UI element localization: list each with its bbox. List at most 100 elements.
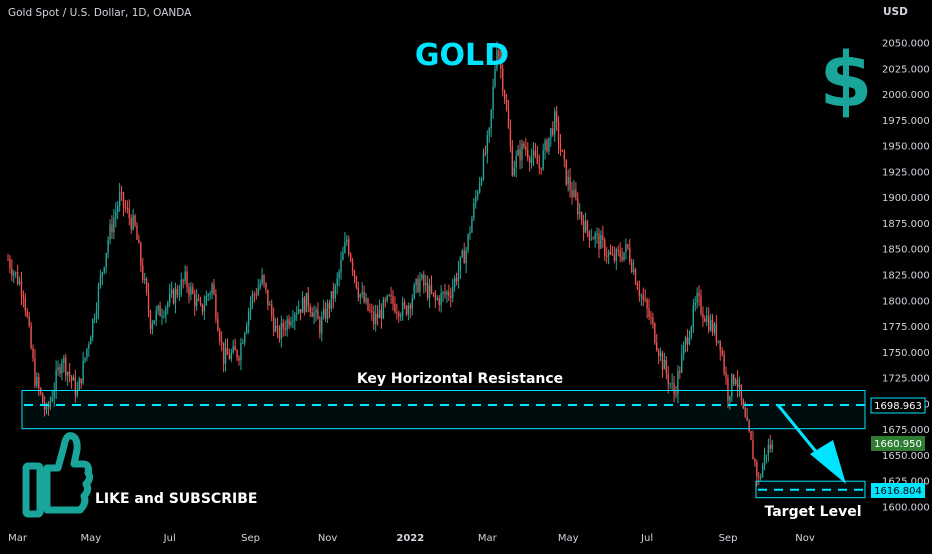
candle-body: [172, 289, 175, 304]
candle-body: [220, 341, 223, 343]
candle-body: [307, 292, 309, 306]
candle-body: [86, 348, 88, 358]
candle-body: [284, 328, 286, 331]
candle-body: [136, 225, 138, 240]
candle-body: [471, 218, 473, 233]
candle-body: [359, 294, 361, 298]
candle-body: [629, 247, 631, 263]
candle-body: [311, 312, 313, 317]
x-tick-label: Jul: [163, 533, 176, 544]
candle-body: [145, 279, 148, 292]
candle-body: [9, 259, 11, 269]
candle-body: [763, 454, 766, 466]
candle-body: [178, 294, 181, 296]
candle-body: [294, 314, 296, 321]
candle-body: [527, 150, 529, 158]
candle-body: [607, 252, 610, 257]
candle-body: [319, 319, 321, 334]
candle-body: [444, 292, 446, 295]
candle-body: [477, 192, 479, 197]
y-tick-label: 2050.000: [882, 39, 930, 50]
candle-body: [236, 350, 238, 358]
candle-body: [484, 153, 487, 154]
candle-body: [465, 249, 467, 264]
candle-body: [301, 297, 304, 313]
candle-body: [577, 198, 579, 215]
candle-body: [625, 244, 627, 253]
candle-body: [323, 308, 325, 318]
candle-body: [357, 287, 360, 298]
candle-body: [509, 128, 512, 147]
candle-body: [65, 357, 67, 376]
x-tick-label: May: [558, 533, 579, 544]
candle-body: [378, 309, 381, 319]
candle-body: [600, 235, 602, 249]
candle-body: [565, 159, 567, 185]
candle-body: [519, 149, 521, 161]
candle-body: [440, 293, 442, 305]
candle-body: [309, 305, 311, 313]
candle-body: [124, 206, 127, 209]
dollar-sign-icon: $: [820, 35, 873, 124]
candle-body: [631, 262, 633, 272]
candle-body: [463, 250, 465, 264]
candle-body: [453, 277, 456, 288]
candle-body: [194, 293, 196, 307]
candle-body: [43, 403, 46, 410]
candle-body: [321, 317, 323, 334]
candle-body: [657, 350, 660, 357]
candle-body: [706, 315, 708, 322]
x-tick-label: Nov: [318, 533, 338, 544]
candle-body: [394, 303, 396, 313]
candle-body: [596, 233, 598, 235]
candle-body: [644, 299, 646, 301]
candle-body: [486, 135, 489, 154]
y-tick-label: 1650.000: [882, 451, 930, 462]
candle-body: [667, 373, 669, 384]
time-axis[interactable]: Mar May Jul Sep Nov 2022 Mar May Jul Sep Nov: [8, 533, 815, 544]
candle-body: [771, 444, 773, 449]
y-tick-label: 2000.000: [882, 90, 930, 101]
candle-body: [532, 150, 535, 157]
candle-body: [756, 461, 758, 477]
candle-body: [15, 272, 17, 274]
candle-body: [203, 305, 206, 312]
price-label-target-text: 1616.804: [874, 486, 922, 497]
candle-body: [117, 206, 119, 213]
candle-body: [199, 300, 202, 304]
candle-body: [93, 318, 96, 320]
candle-body: [32, 348, 34, 359]
candle-body: [563, 151, 566, 160]
candle-body: [63, 357, 65, 363]
candle-body: [386, 295, 388, 301]
candle-body: [557, 122, 560, 144]
candle-body: [328, 303, 331, 309]
resistance-zone: [21, 390, 866, 430]
candle-body: [369, 310, 371, 312]
candle-body: [186, 271, 188, 288]
candle-body: [615, 249, 617, 261]
candle-body: [480, 179, 483, 184]
candle-body: [659, 352, 662, 357]
candle-body: [534, 150, 537, 156]
y-tick-label: 1750.000: [882, 348, 930, 359]
candle-body: [355, 276, 358, 288]
candle-body: [546, 140, 548, 152]
candle-body: [675, 394, 677, 395]
y-tick-label: 1600.000: [882, 503, 930, 514]
candle-body: [390, 295, 392, 297]
candle-body: [709, 319, 712, 331]
candle-body: [540, 167, 542, 169]
candle-body: [142, 265, 144, 280]
price-label-resistance-text: 1698.963: [874, 401, 922, 412]
candle-body: [405, 306, 408, 315]
candle-body: [213, 284, 215, 295]
candle-body: [490, 109, 492, 129]
candle-body: [271, 304, 273, 316]
candle-body: [88, 344, 90, 349]
price-label-target: 1616.804: [871, 483, 925, 498]
candle-body: [461, 250, 463, 257]
candle-body: [621, 256, 623, 260]
